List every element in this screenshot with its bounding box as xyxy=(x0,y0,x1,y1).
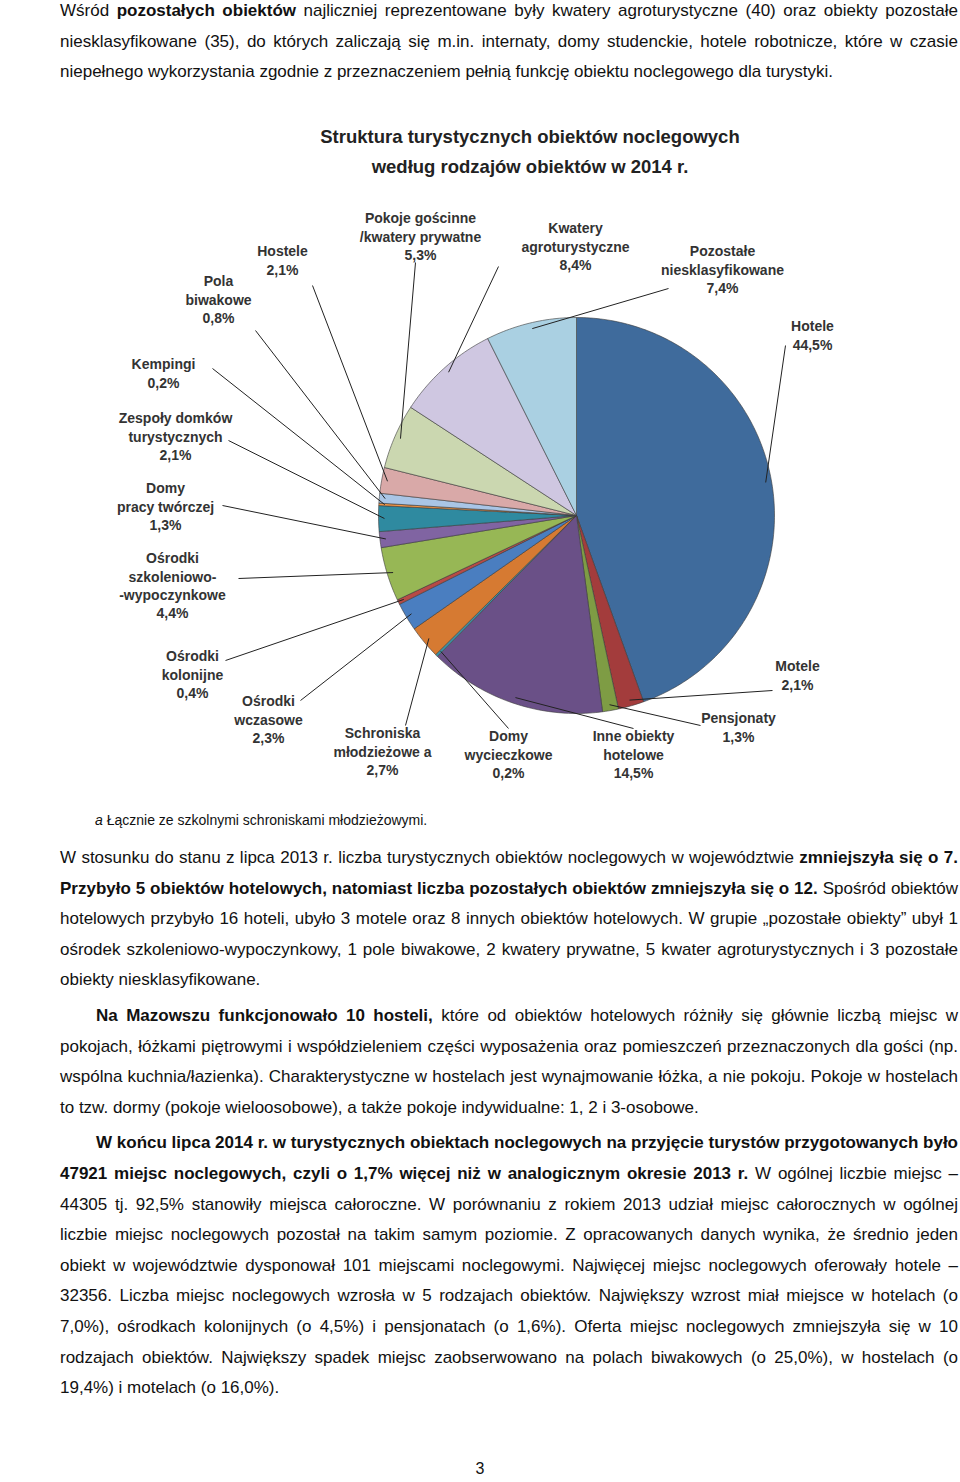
svg-text:Ośrodkiwczasowe2,3%: Ośrodkiwczasowe2,3% xyxy=(233,693,303,745)
svg-text:Schroniskamłodzieżowe a2,7%: Schroniskamłodzieżowe a2,7% xyxy=(333,725,431,777)
svg-text:Hostele2,1%: Hostele2,1% xyxy=(257,243,308,277)
svg-text:Inne obiektyhotelowe14,5%: Inne obiektyhotelowe14,5% xyxy=(593,728,675,780)
html-text:W końcu lipca 2014 r. w turyst: W końcu lipca 2014 r. w turystycznych ob… xyxy=(60,1133,958,1398)
svg-text:Kwateryagroturystyczne8,4%: Kwateryagroturystyczne8,4% xyxy=(521,220,629,272)
svg-text:Motele2,1%: Motele2,1% xyxy=(775,658,820,692)
svg-text:Domywycieczkowe0,2%: Domywycieczkowe0,2% xyxy=(464,728,553,780)
svg-text:Ośrodkiszkoleniowo--wypoczynko: Ośrodkiszkoleniowo--wypoczynkowe4,4% xyxy=(119,550,226,621)
svg-text:Pozostałeniesklasyfikowane7,4%: Pozostałeniesklasyfikowane7,4% xyxy=(661,243,784,295)
svg-text:Kempingi0,2%: Kempingi0,2% xyxy=(132,356,196,390)
svg-text:Domypracy twórczej1,3%: Domypracy twórczej1,3% xyxy=(117,480,214,532)
html-text:a Łącznie ze szkolnymi schroni: a Łącznie ze szkolnymi schroniskami młod… xyxy=(95,812,428,828)
svg-text:Pokoje gościnne/kwatery prywat: Pokoje gościnne/kwatery prywatne5,3% xyxy=(360,210,482,262)
svg-text:Hotele44,5%: Hotele44,5% xyxy=(791,318,834,352)
html-text:3: 3 xyxy=(475,1460,485,1477)
html-text:Wśród pozostałych obiektów naj: Wśród pozostałych obiektów najliczniej r… xyxy=(60,1,958,82)
svg-text:Pensjonaty1,3%: Pensjonaty1,3% xyxy=(701,710,776,744)
html-text:W stosunku do stanu z lipca 20: W stosunku do stanu z lipca 2013 r. licz… xyxy=(60,848,958,990)
html-text:Na Mazowszu funkcjonowało 10 h: Na Mazowszu funkcjonowało 10 hosteli, kt… xyxy=(60,1006,958,1117)
html-text:Struktura turystycznych obiekt: Struktura turystycznych obiektów noclego… xyxy=(320,126,740,177)
svg-text:Ośrodkikolonijne0,4%: Ośrodkikolonijne0,4% xyxy=(162,648,224,700)
svg-text:Zespoły domkówturystycznych2,1: Zespoły domkówturystycznych2,1% xyxy=(119,410,233,462)
svg-text:Polabiwakowe0,8%: Polabiwakowe0,8% xyxy=(185,273,251,325)
